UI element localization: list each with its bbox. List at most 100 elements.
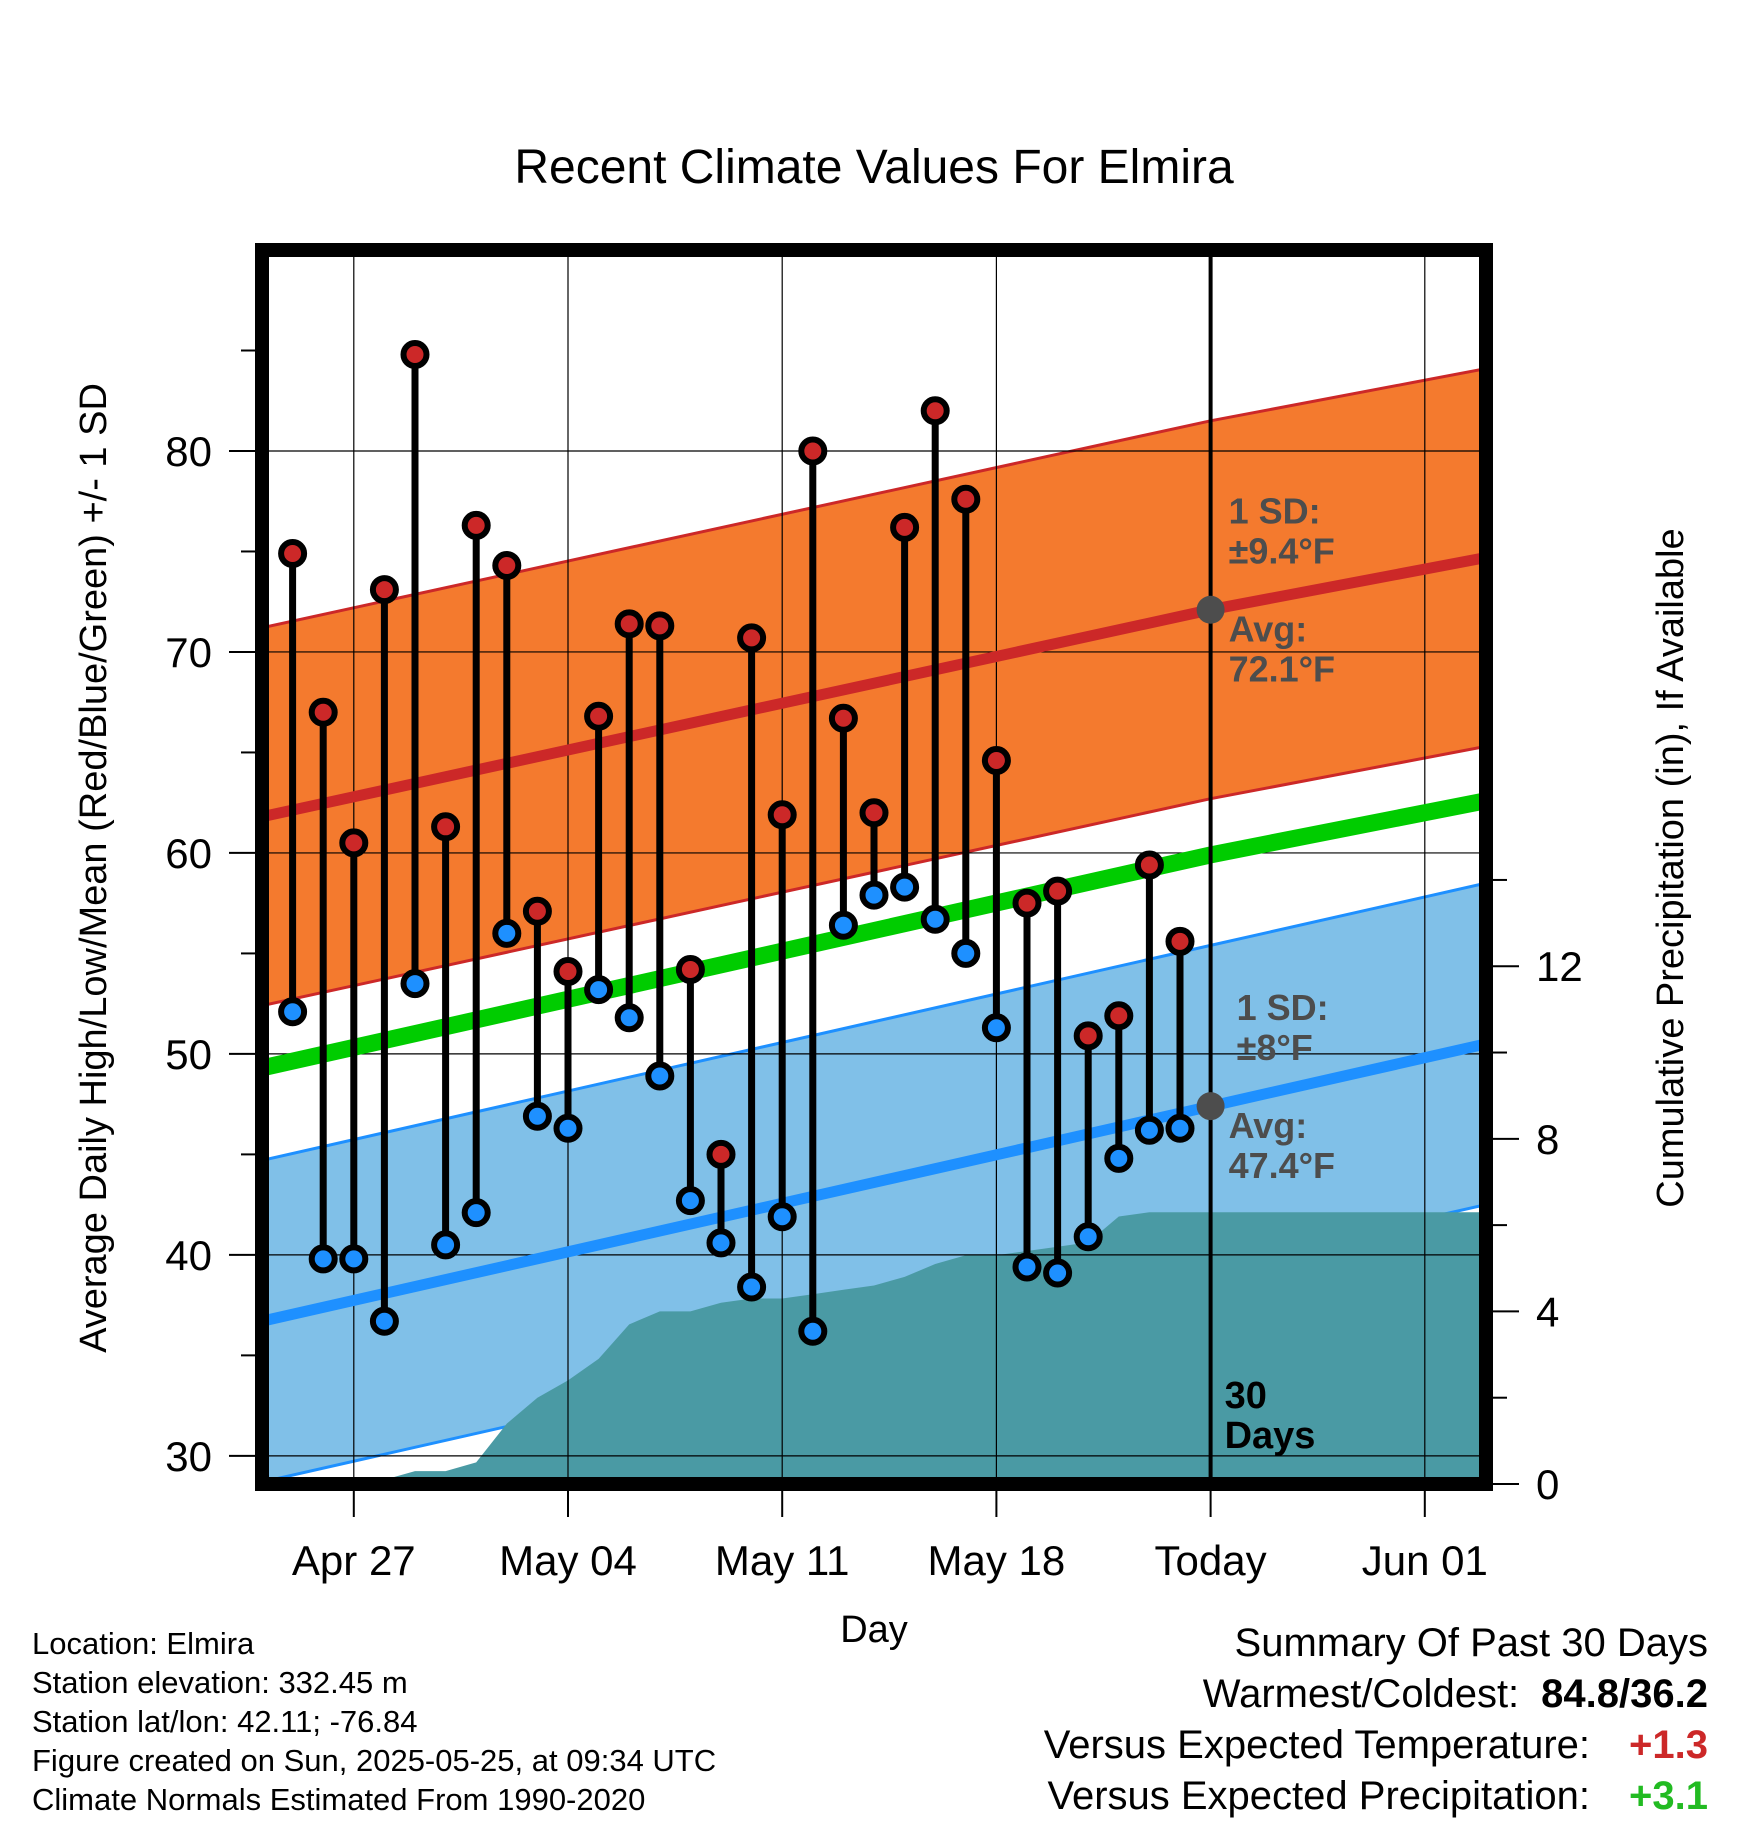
daily-high-point xyxy=(369,575,399,605)
daily-high-point xyxy=(522,896,552,926)
x-tick-label: Today xyxy=(1155,1537,1267,1584)
low-sd-annotation: ±8°F xyxy=(1237,1027,1313,1068)
daily-low-point xyxy=(798,1316,828,1346)
axis-ticks: 30 40 50 60 70 80 0 4 8 12 Apr 27 May 04 May 11 May 1… xyxy=(165,349,1583,1584)
daily-high-point xyxy=(1073,1021,1103,1051)
y-tick-label: 80 xyxy=(165,428,212,475)
plot-frame xyxy=(255,243,1493,1491)
daily-high-point xyxy=(431,812,461,842)
y2-axis-title: Cumulative Precipitation (in), If Availa… xyxy=(1650,528,1692,1207)
daily-low-point xyxy=(553,1113,583,1143)
warmest-coldest-row: Warmest/Coldest: 84.8/36.2 xyxy=(1044,1669,1708,1720)
daily-low-point xyxy=(737,1272,767,1302)
y2-tick-label: 0 xyxy=(1536,1461,1559,1508)
daily-high-point xyxy=(767,800,797,830)
daily-low-point xyxy=(1104,1143,1134,1173)
daily-high-point xyxy=(981,745,1011,775)
x-tick-label: May 04 xyxy=(499,1537,637,1584)
y2-tick-label: 8 xyxy=(1536,1116,1559,1163)
chart-title: Recent Climate Values For Elmira xyxy=(514,141,1234,194)
days-window-annotation: Days xyxy=(1225,1415,1316,1457)
station-info: Location: Elmira Station elevation: 332.… xyxy=(32,1624,716,1819)
x-tick-label: Apr 27 xyxy=(292,1537,416,1584)
daily-high-point xyxy=(1165,926,1195,956)
elevation-text: Station elevation: 332.45 m xyxy=(32,1665,408,1700)
daily-high-point xyxy=(920,396,950,426)
daily-high-point xyxy=(461,510,491,540)
daily-high-point xyxy=(1043,876,1073,906)
x-tick-label: May 18 xyxy=(928,1537,1066,1584)
daily-low-point xyxy=(981,1013,1011,1043)
summary-title: Summary Of Past 30 Days xyxy=(1234,1621,1708,1665)
daily-high-point xyxy=(278,538,308,568)
daily-low-point xyxy=(522,1101,552,1131)
daily-low-point xyxy=(431,1230,461,1260)
daily-low-point xyxy=(706,1228,736,1258)
precip-departure-label: Versus Expected Precipitation: xyxy=(1047,1774,1590,1818)
daily-high-point xyxy=(400,340,430,370)
daily-low-point xyxy=(675,1186,705,1216)
summary-panel: Summary Of Past 30 Days Warmest/Coldest:… xyxy=(1044,1618,1708,1822)
warmest-coldest-label: Warmest/Coldest: xyxy=(1202,1672,1520,1716)
latlon-text: Station lat/lon: 42.11; -76.84 xyxy=(32,1704,418,1739)
today-high-normal-marker xyxy=(1196,595,1225,624)
temp-departure-value: +1.3 xyxy=(1629,1723,1708,1767)
y-tick-label: 40 xyxy=(165,1232,212,1279)
daily-low-point xyxy=(1073,1222,1103,1252)
daily-low-point xyxy=(339,1244,369,1274)
temp-departure-label: Versus Expected Temperature: xyxy=(1043,1723,1590,1767)
daily-low-point xyxy=(492,918,522,948)
x-tick-label: Jun 01 xyxy=(1362,1537,1488,1584)
daily-high-point xyxy=(308,697,338,727)
daily-low-point xyxy=(951,938,981,968)
y2-tick-label: 12 xyxy=(1536,943,1583,990)
daily-low-point xyxy=(461,1198,491,1228)
y-axis-title: Average Daily High/Low/Mean (Red/Blue/Gr… xyxy=(73,383,115,1353)
daily-high-point xyxy=(1134,850,1164,880)
daily-low-point xyxy=(1043,1258,1073,1288)
daily-low-point xyxy=(767,1202,797,1232)
low-avg-annotation: 47.4°F xyxy=(1229,1145,1335,1186)
daily-low-point xyxy=(584,975,614,1005)
daily-high-point xyxy=(737,623,767,653)
daily-high-point xyxy=(859,798,889,828)
daily-low-point xyxy=(278,997,308,1027)
daily-high-point xyxy=(828,703,858,733)
daily-high-point xyxy=(890,512,920,542)
daily-low-point xyxy=(308,1244,338,1274)
temp-departure-row: Versus Expected Temperature: +1.3 xyxy=(1044,1720,1708,1771)
y-tick-label: 50 xyxy=(165,1031,212,1078)
daily-high-point xyxy=(339,828,369,858)
daily-low-point xyxy=(828,910,858,940)
days-window-annotation: 30 xyxy=(1225,1375,1267,1417)
y-tick-label: 30 xyxy=(165,1433,212,1480)
daily-high-point xyxy=(1012,888,1042,918)
daily-high-point xyxy=(553,957,583,987)
daily-low-point xyxy=(645,1061,675,1091)
created-text: Figure created on Sun, 2025-05-25, at 09… xyxy=(32,1743,717,1778)
daily-low-point xyxy=(1012,1252,1042,1282)
daily-low-point xyxy=(920,904,950,934)
daily-low-point xyxy=(859,880,889,910)
x-tick-label: May 11 xyxy=(715,1537,850,1584)
precip-departure-value: +3.1 xyxy=(1629,1774,1708,1818)
x-axis-title: Day xyxy=(840,1609,908,1651)
warmest-coldest-value: 84.8/36.2 xyxy=(1541,1672,1708,1716)
normals-text: Climate Normals Estimated From 1990-2020 xyxy=(32,1782,646,1817)
daily-low-point xyxy=(369,1306,399,1336)
daily-high-point xyxy=(614,609,644,639)
low-sd-annotation: 1 SD: xyxy=(1237,987,1329,1028)
axes-frame xyxy=(255,243,1493,1491)
y-tick-label: 60 xyxy=(165,830,212,877)
daily-low-point xyxy=(614,1003,644,1033)
location-text: Location: Elmira xyxy=(32,1626,255,1661)
daily-low-point xyxy=(400,969,430,999)
high-sd-annotation: 1 SD: xyxy=(1229,491,1321,532)
daily-high-point xyxy=(798,436,828,466)
daily-high-point xyxy=(951,484,981,514)
high-avg-annotation: 72.1°F xyxy=(1229,649,1335,690)
daily-high-point xyxy=(492,551,522,581)
daily-high-point xyxy=(584,701,614,731)
